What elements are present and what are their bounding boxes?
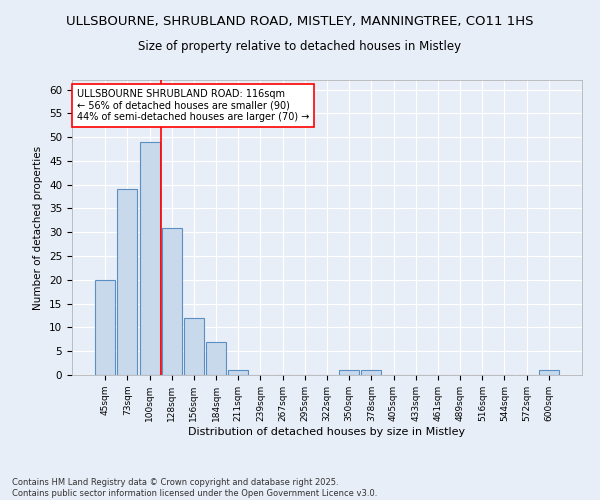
Y-axis label: Number of detached properties: Number of detached properties bbox=[34, 146, 43, 310]
Text: Contains HM Land Registry data © Crown copyright and database right 2025.
Contai: Contains HM Land Registry data © Crown c… bbox=[12, 478, 377, 498]
Bar bbox=[95, 280, 115, 375]
Bar bbox=[162, 228, 182, 375]
Bar bbox=[206, 342, 226, 375]
Text: ULLSBOURNE SHRUBLAND ROAD: 116sqm
← 56% of detached houses are smaller (90)
44% : ULLSBOURNE SHRUBLAND ROAD: 116sqm ← 56% … bbox=[77, 89, 310, 122]
Bar bbox=[140, 142, 160, 375]
Bar bbox=[539, 370, 559, 375]
Bar bbox=[361, 370, 382, 375]
Text: ULLSBOURNE, SHRUBLAND ROAD, MISTLEY, MANNINGTREE, CO11 1HS: ULLSBOURNE, SHRUBLAND ROAD, MISTLEY, MAN… bbox=[66, 15, 534, 28]
Bar bbox=[118, 190, 137, 375]
Bar bbox=[228, 370, 248, 375]
Text: Size of property relative to detached houses in Mistley: Size of property relative to detached ho… bbox=[139, 40, 461, 53]
Bar bbox=[184, 318, 204, 375]
X-axis label: Distribution of detached houses by size in Mistley: Distribution of detached houses by size … bbox=[188, 426, 466, 436]
Bar bbox=[339, 370, 359, 375]
